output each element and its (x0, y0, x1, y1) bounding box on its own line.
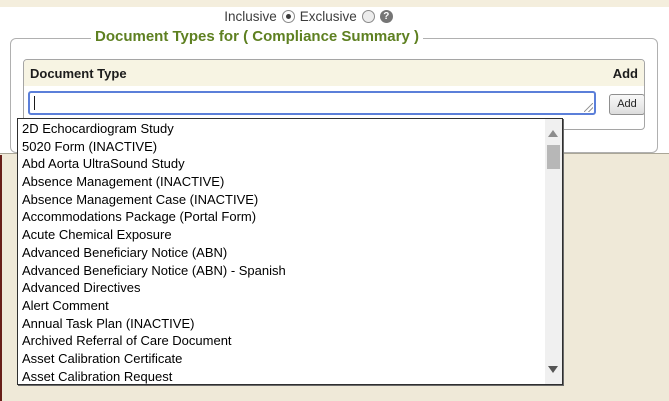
page-left-edge (0, 155, 2, 401)
exclusive-label: Exclusive (299, 9, 357, 24)
resize-grip-icon[interactable] (584, 103, 593, 112)
exclusive-radio[interactable] (361, 10, 375, 23)
document-type-dropdown: 2D Echocardiogram Study 5020 Form (INACTI… (17, 118, 563, 385)
scroll-down-icon[interactable] (548, 366, 558, 373)
table-header-row: Document Type Add (24, 60, 644, 86)
fieldset-legend: Document Types for ( Compliance Summary … (91, 28, 423, 45)
list-item[interactable]: 2D Echocardiogram Study (22, 121, 174, 136)
help-icon[interactable]: ? (379, 10, 393, 23)
list-item[interactable]: Absence Management (INACTIVE) (22, 174, 225, 190)
inclusive-radio[interactable] (281, 10, 295, 23)
inclusive-label: Inclusive (224, 9, 277, 24)
text-caret (34, 96, 35, 110)
list-item[interactable]: Archived Referral of Care Document (22, 333, 232, 349)
dropdown-item-list: 2D Echocardiogram Study 5020 Form (INACTI… (18, 120, 545, 384)
list-item[interactable]: Alert Comment (22, 297, 109, 313)
list-item[interactable]: Advanced Beneficiary Notice (ABN) - Span… (22, 262, 286, 278)
list-item[interactable]: Absence Management Case (INACTIVE) (22, 191, 259, 207)
scrollbar-thumb[interactable] (547, 145, 560, 169)
inclusive-exclusive-filter: Inclusive Exclusive ? (0, 9, 669, 24)
dropdown-scrollbar[interactable] (545, 119, 562, 384)
scroll-up-icon[interactable] (548, 130, 558, 137)
list-item[interactable]: Advanced Directives (22, 280, 141, 296)
document-type-column-header: Document Type (30, 65, 127, 81)
input-row: Add (24, 86, 644, 129)
list-item[interactable]: Annual Task Plan (INACTIVE) (22, 315, 195, 331)
list-item[interactable]: Accommodations Package (Portal Form) (22, 209, 257, 225)
list-item[interactable]: Abd Aorta UltraSound Study (22, 156, 185, 172)
top-strip (0, 0, 669, 7)
add-column-header: Add (612, 65, 638, 81)
add-button[interactable]: Add (609, 94, 644, 115)
list-item[interactable]: Acute Chemical Exposure (22, 227, 172, 243)
list-item[interactable]: Asset Calibration Request (22, 368, 173, 384)
list-item[interactable]: Asset Calibration Certificate (22, 350, 183, 366)
list-item[interactable]: Advanced Beneficiary Notice (ABN) (22, 244, 228, 260)
list-item[interactable]: 5020 Form (INACTIVE) (22, 138, 158, 154)
document-type-input[interactable] (28, 91, 596, 115)
